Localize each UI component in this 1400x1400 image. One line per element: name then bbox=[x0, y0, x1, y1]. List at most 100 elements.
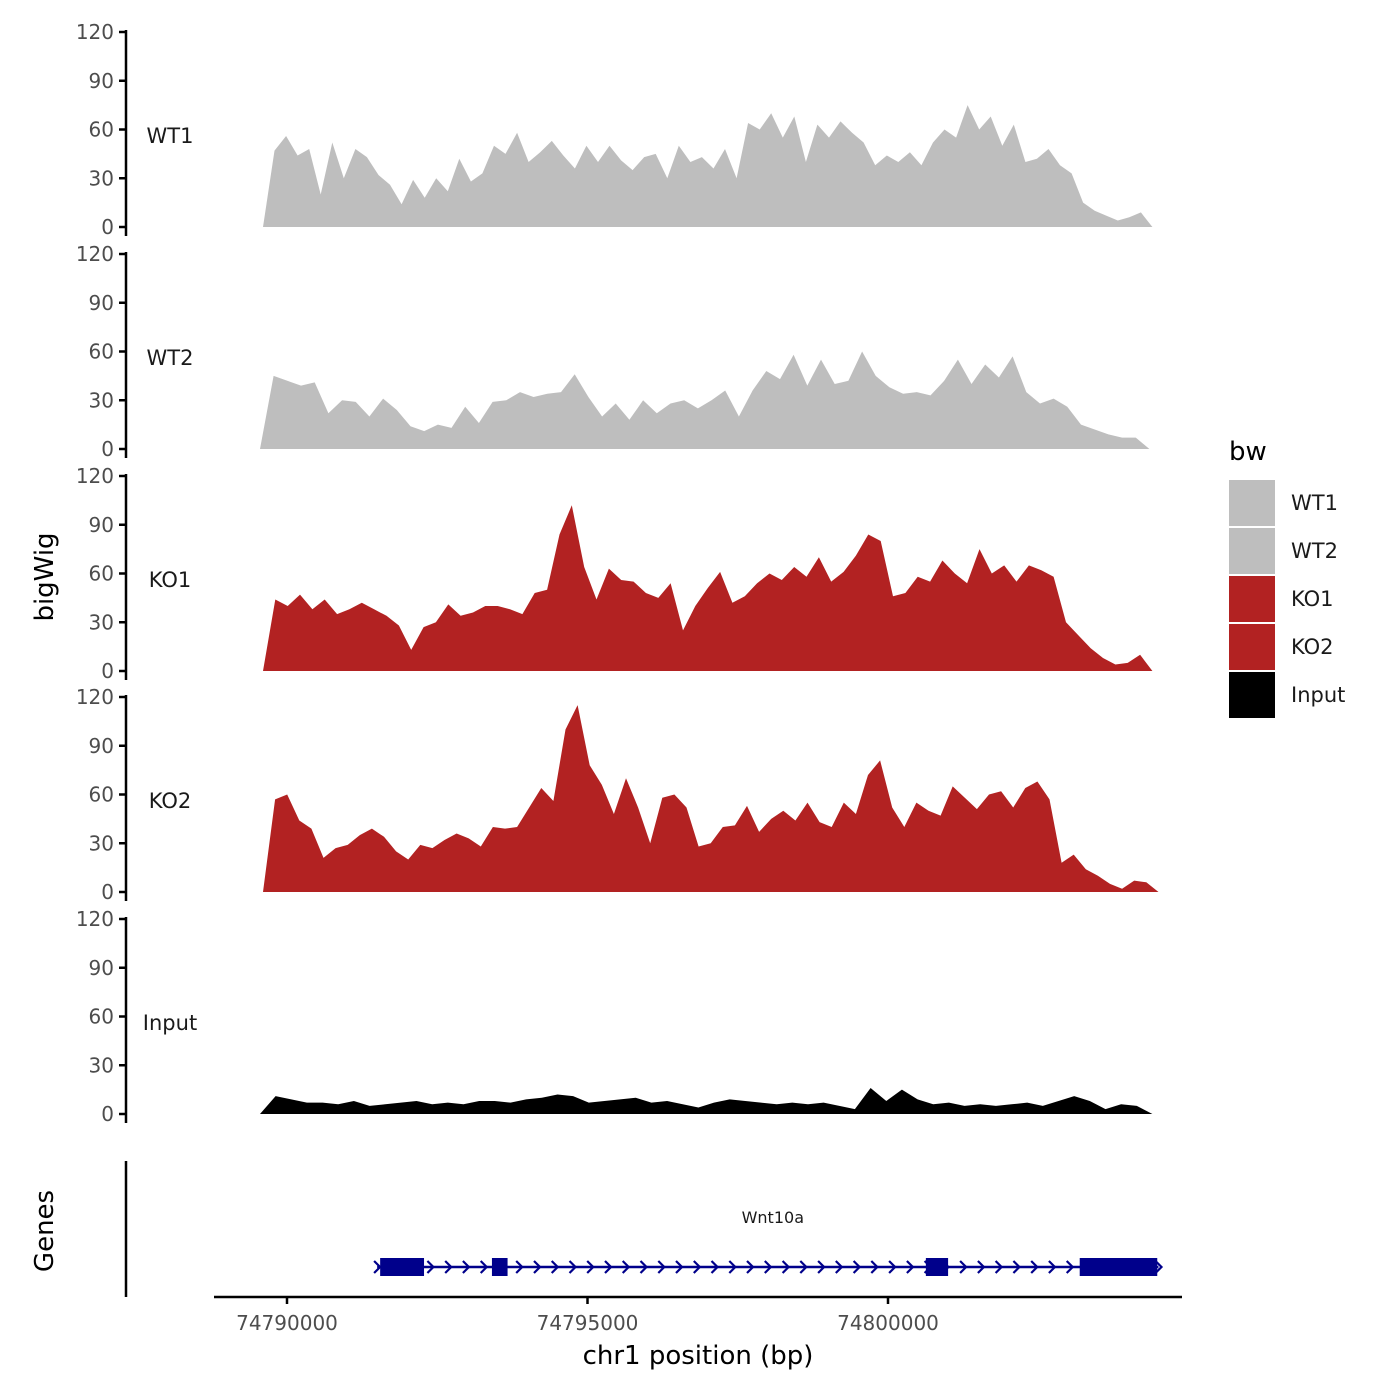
y-tick-label: 30 bbox=[89, 1053, 114, 1077]
legend-label-input: Input bbox=[1291, 683, 1345, 707]
strand-arrow bbox=[817, 1260, 826, 1274]
x-tick-label: 74795000 bbox=[537, 1311, 639, 1335]
strand-arrow bbox=[533, 1260, 542, 1274]
track-label: WT1 bbox=[147, 124, 194, 148]
y-tick-label: 0 bbox=[101, 1102, 114, 1126]
strand-arrow bbox=[994, 1260, 1004, 1274]
y-tick-label: 120 bbox=[76, 242, 114, 266]
strand-arrow bbox=[462, 1260, 471, 1274]
y-tick-label: 120 bbox=[76, 685, 114, 709]
y-tick-label: 90 bbox=[89, 69, 114, 93]
series-area-ko2 bbox=[263, 705, 1159, 892]
y-tick-label: 90 bbox=[89, 734, 114, 758]
y-tick-label: 90 bbox=[89, 956, 114, 980]
track-label: KO2 bbox=[149, 789, 192, 813]
legend-swatch-input bbox=[1229, 672, 1275, 718]
y-tick-label: 0 bbox=[101, 659, 114, 683]
y-tick-label: 60 bbox=[89, 562, 114, 586]
strand-arrow bbox=[888, 1260, 897, 1274]
genes-panel: Wnt10a bbox=[124, 1161, 1164, 1297]
track-label: WT2 bbox=[147, 346, 194, 370]
gene-exon bbox=[491, 1258, 508, 1276]
series-area-wt1 bbox=[263, 105, 1153, 227]
legend-swatch-ko2 bbox=[1229, 624, 1275, 670]
strand-arrow bbox=[728, 1260, 737, 1274]
strand-arrow bbox=[852, 1260, 862, 1274]
strand-arrow bbox=[604, 1260, 613, 1274]
y-tick-label: 90 bbox=[89, 291, 114, 315]
y-axis-title: bigWig bbox=[30, 532, 60, 621]
y-tick-label: 60 bbox=[89, 1005, 114, 1029]
strand-arrow bbox=[586, 1260, 595, 1274]
legend: bw WT1 WT2 KO1 KO2 Input bbox=[1229, 437, 1345, 718]
strand-arrow bbox=[426, 1260, 435, 1274]
strand-arrow bbox=[693, 1260, 702, 1274]
y-tick-label: 90 bbox=[89, 513, 114, 537]
strand-arrow bbox=[373, 1260, 382, 1274]
y-tick-label: 0 bbox=[101, 880, 114, 904]
track-label: KO1 bbox=[149, 568, 192, 592]
y-tick-label: 120 bbox=[76, 464, 114, 488]
x-axis-title: chr1 position (bp) bbox=[583, 1341, 814, 1371]
gene-exon bbox=[1079, 1258, 1158, 1276]
track-input: 0 30 60 90 120 Input bbox=[76, 907, 1153, 1126]
gene-exon bbox=[925, 1258, 949, 1276]
y-tick-label: 0 bbox=[101, 215, 114, 239]
strand-arrow bbox=[1065, 1260, 1075, 1274]
x-tick-label: 74800000 bbox=[837, 1311, 939, 1335]
y-tick-label: 0 bbox=[101, 437, 114, 461]
strand-arrow bbox=[1154, 1260, 1164, 1274]
strand-arrow bbox=[639, 1260, 649, 1274]
x-axis: 74790000 74795000 74800000 bbox=[214, 1295, 1182, 1335]
legend-swatch-wt1 bbox=[1229, 480, 1275, 526]
tracks: 0306090120WT10306090120WT20306090120KO10… bbox=[76, 20, 1159, 1126]
y-tick-label: 30 bbox=[89, 610, 114, 634]
strand-arrow bbox=[1030, 1260, 1039, 1274]
legend-swatch-wt2 bbox=[1229, 528, 1275, 574]
y-tick-label: 30 bbox=[89, 388, 114, 412]
legend-label-wt2: WT2 bbox=[1291, 539, 1338, 563]
track-label: Input bbox=[143, 1011, 197, 1035]
y-tick-label: 120 bbox=[76, 20, 114, 44]
track-wt1: 0 30 60 90 120 WT1 bbox=[76, 20, 1153, 239]
y-tick-label: 30 bbox=[89, 831, 114, 855]
strand-arrow bbox=[515, 1260, 524, 1274]
gene-exon bbox=[380, 1258, 425, 1276]
strand-arrow bbox=[1012, 1260, 1021, 1274]
strand-arrow bbox=[870, 1260, 879, 1274]
gene-label: Wnt10a bbox=[742, 1208, 804, 1227]
strand-arrow bbox=[444, 1260, 453, 1274]
strand-arrow bbox=[710, 1260, 720, 1274]
y-tick-label: 120 bbox=[76, 907, 114, 931]
y-tick-label: 60 bbox=[89, 340, 114, 364]
series-area-input bbox=[260, 1088, 1153, 1114]
strand-arrow bbox=[1048, 1260, 1057, 1274]
strand-arrow bbox=[675, 1260, 684, 1274]
track-ko2: 0 30 60 90 120 KO2 bbox=[76, 685, 1159, 904]
y-tick-label: 60 bbox=[89, 783, 114, 807]
track-wt2: 0 30 60 90 120 WT2 bbox=[76, 242, 1150, 461]
strand-arrow bbox=[781, 1260, 791, 1274]
y-tick-label: 60 bbox=[89, 118, 114, 142]
track-ko1: 0 30 60 90 120 KO1 bbox=[76, 464, 1153, 683]
series-area-wt2 bbox=[260, 351, 1150, 449]
x-tick-label: 74790000 bbox=[236, 1311, 338, 1335]
strand-arrow bbox=[959, 1260, 968, 1274]
legend-swatch-ko1 bbox=[1229, 576, 1275, 622]
strand-arrow bbox=[479, 1260, 489, 1274]
series-area-ko1 bbox=[263, 505, 1153, 671]
y-tick-label: 30 bbox=[89, 166, 114, 190]
strand-arrow bbox=[764, 1260, 773, 1274]
legend-label-ko1: KO1 bbox=[1291, 587, 1334, 611]
strand-arrow bbox=[977, 1260, 986, 1274]
strand-arrow bbox=[657, 1260, 666, 1274]
legend-label-ko2: KO2 bbox=[1291, 635, 1334, 659]
strand-arrow bbox=[799, 1260, 808, 1274]
strand-arrow bbox=[746, 1260, 755, 1274]
strand-arrow bbox=[906, 1260, 915, 1274]
legend-title: bw bbox=[1229, 437, 1267, 467]
strand-arrow bbox=[835, 1260, 844, 1274]
legend-label-wt1: WT1 bbox=[1291, 491, 1338, 515]
strand-arrow bbox=[550, 1260, 560, 1274]
